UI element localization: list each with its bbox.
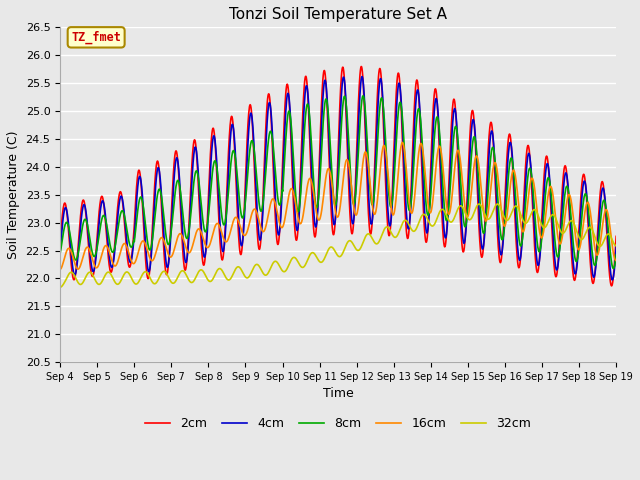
4cm (547, 188, 554, 194)
8cm (610, 265, 618, 271)
8cm (359, 93, 367, 99)
2cm (425, 212, 433, 218)
4cm (242, 182, 250, 188)
16cm (399, 140, 406, 145)
2cm (497, 256, 505, 262)
32cm (547, 214, 554, 220)
Text: TZ_fmet: TZ_fmet (71, 31, 121, 44)
8cm (242, 192, 250, 198)
32cm (475, 201, 483, 207)
4cm (612, 244, 620, 250)
32cm (497, 207, 505, 213)
4cm (180, 246, 188, 252)
8cm (180, 220, 188, 226)
8cm (497, 235, 505, 241)
32cm (56, 284, 64, 290)
2cm (242, 165, 250, 170)
8cm (547, 185, 554, 191)
16cm (612, 258, 620, 264)
Line: 2cm: 2cm (60, 67, 616, 286)
32cm (180, 268, 188, 274)
16cm (547, 183, 554, 189)
Line: 4cm: 4cm (60, 77, 616, 280)
2cm (166, 233, 174, 239)
16cm (425, 206, 433, 212)
2cm (180, 260, 188, 266)
Legend: 2cm, 4cm, 8cm, 16cm, 32cm: 2cm, 4cm, 8cm, 16cm, 32cm (140, 412, 536, 435)
Line: 8cm: 8cm (60, 96, 616, 268)
8cm (56, 251, 64, 257)
4cm (497, 252, 505, 257)
4cm (56, 248, 64, 254)
4cm (166, 241, 174, 247)
4cm (609, 277, 616, 283)
32cm (424, 218, 432, 224)
2cm (612, 233, 620, 239)
Title: Tonzi Soil Temperature Set A: Tonzi Soil Temperature Set A (229, 7, 447, 22)
8cm (166, 236, 174, 241)
X-axis label: Time: Time (323, 387, 353, 400)
32cm (242, 275, 250, 280)
16cm (180, 238, 188, 243)
Y-axis label: Soil Temperature (C): Soil Temperature (C) (7, 131, 20, 259)
2cm (357, 64, 365, 70)
Line: 16cm: 16cm (60, 143, 616, 269)
2cm (608, 283, 616, 289)
4cm (425, 217, 433, 223)
8cm (612, 252, 620, 258)
8cm (425, 211, 433, 216)
16cm (242, 231, 250, 237)
2cm (547, 198, 554, 204)
32cm (166, 278, 174, 284)
2cm (56, 240, 64, 246)
32cm (612, 243, 620, 249)
Line: 32cm: 32cm (60, 204, 616, 287)
16cm (497, 208, 505, 214)
4cm (358, 74, 365, 80)
16cm (56, 266, 64, 272)
16cm (166, 254, 174, 260)
